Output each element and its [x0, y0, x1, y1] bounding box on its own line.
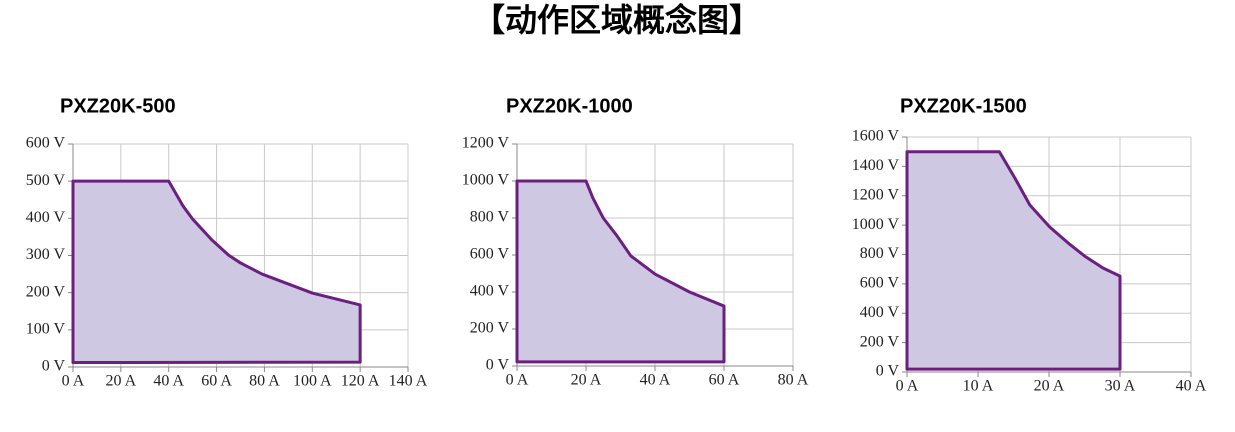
x-tick-label: 10 A [963, 378, 994, 395]
x-tick-label: 60 A [709, 372, 740, 389]
x-tick-label: 40 A [1176, 378, 1207, 395]
x-tick-label: 140 A [389, 373, 428, 390]
y-tick-label: 600 V [470, 246, 510, 263]
x-tick-label: 20 A [1034, 378, 1065, 395]
x-tick-label: 0 A [62, 373, 85, 390]
y-tick-label: 600 V [860, 275, 900, 292]
y-tick-label: 200 V [26, 283, 66, 300]
x-tick-label: 0 A [506, 372, 529, 389]
y-tick-label: 0 V [876, 363, 900, 380]
x-tick-label: 30 A [1105, 378, 1136, 395]
y-tick-label: 100 V [26, 321, 66, 338]
y-tick-label: 400 V [26, 209, 66, 226]
y-tick-label: 1600 V [852, 128, 900, 145]
y-tick-label: 1200 V [462, 135, 510, 152]
page-title: 【动作区域概念图】 [473, 1, 761, 39]
y-tick-label: 800 V [470, 209, 510, 226]
x-tick-label: 40 A [640, 372, 671, 389]
y-tick-label: 800 V [860, 245, 900, 262]
x-tick-label: 20 A [571, 372, 602, 389]
y-tick-label: 1000 V [852, 216, 900, 233]
y-tick-label: 300 V [26, 246, 66, 263]
x-tick-label: 20 A [106, 373, 137, 390]
y-tick-label: 500 V [26, 172, 66, 189]
x-tick-label: 120 A [341, 373, 380, 390]
y-tick-label: 400 V [860, 304, 900, 321]
operating-area [515, 179, 726, 364]
x-tick-label: 80 A [778, 372, 809, 389]
y-tick-label: 0 V [486, 357, 510, 374]
operating-area [905, 150, 1122, 371]
y-tick-label: 1000 V [462, 172, 510, 189]
y-tick-label: 1200 V [852, 186, 900, 203]
y-tick-label: 400 V [470, 283, 510, 300]
x-tick-label: 40 A [153, 373, 184, 390]
x-tick-label: 100 A [293, 373, 332, 390]
x-tick-label: 60 A [201, 373, 232, 390]
y-tick-label: 600 V [26, 135, 66, 152]
y-tick-label: 0 V [42, 358, 66, 375]
y-tick-label: 200 V [470, 320, 510, 337]
y-tick-label: 1400 V [852, 157, 900, 174]
y-tick-label: 200 V [860, 333, 900, 350]
chart-title: PXZ20K-1500 [900, 95, 1027, 117]
chart-title: PXZ20K-1000 [506, 95, 633, 117]
operating-area [71, 179, 362, 365]
chart-title: PXZ20K-500 [60, 95, 176, 117]
x-tick-label: 80 A [249, 373, 280, 390]
x-tick-label: 0 A [896, 378, 919, 395]
